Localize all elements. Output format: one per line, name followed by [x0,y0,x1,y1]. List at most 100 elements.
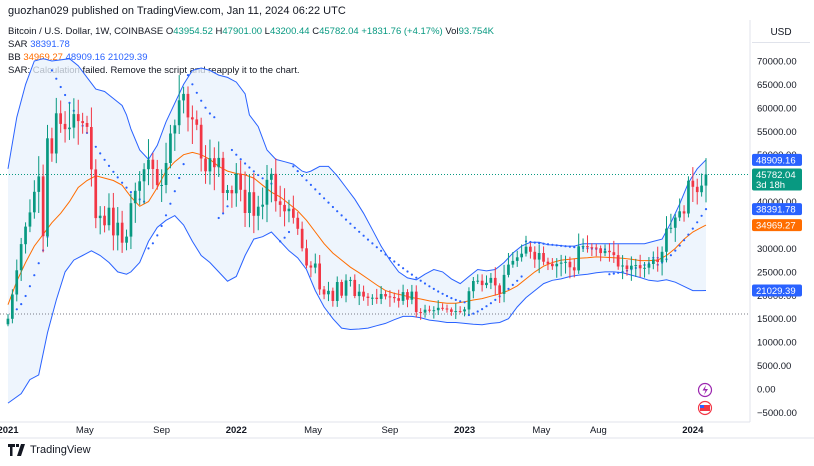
sar-dot [516,279,519,282]
sar-dot [252,170,255,173]
bb-basis-value: 34969.27 [23,52,63,63]
bb-basis-badge[interactable]: 34969.27 [752,219,802,232]
sar-dot [700,214,703,217]
sar-error-message: SAR: Calculation failed. Remove the scri… [8,65,299,77]
sar-dot [489,302,492,305]
y-tick-label: 55000.00 [757,127,797,138]
sar-dot [568,245,572,248]
candle-body [182,93,185,101]
sar-dot [432,287,435,290]
candle-body [120,222,124,243]
y-tick-label: 70000.00 [757,57,797,68]
bb-upper-badge-bg [752,153,802,166]
candle-body [572,267,576,271]
lightning-glyph-icon [702,385,708,395]
candle-body [634,265,638,267]
y-tick-label: 25000.00 [757,267,797,278]
symbol-legend[interactable]: Bitcoin / U.S. Dollar, 1W, COINBASE O439… [8,26,494,38]
candle-body [256,206,260,216]
sar-dot [353,226,356,229]
y-tick-label: 10000.00 [757,338,797,349]
high-value: 47901.00 [222,26,263,37]
bb-lower-badge-bg [752,284,802,297]
candle-body [103,215,106,226]
sar-dot [287,230,291,234]
candle-body [498,285,501,294]
candle-body [480,280,484,286]
brand-label: TradingView [30,444,91,456]
sar-dot [344,218,348,221]
sar-dot [28,285,31,288]
sar-dot [160,224,163,228]
candle-body [283,204,286,212]
sar-dot [261,177,264,180]
currency-label[interactable]: USD [752,22,810,43]
sar-badge-text: 38391.78 [756,205,796,216]
sar-dot [406,270,409,273]
candle-body [230,190,234,194]
tradingview-footer[interactable]: TradingView [8,444,91,456]
sar-dot [388,256,391,260]
sar-dot [235,153,238,156]
sar-dot [507,287,510,290]
sar-legend[interactable]: SAR 38391.78 [8,39,70,51]
sar-dot [450,297,453,300]
sar-dot [463,301,466,304]
flag-canton-icon [700,405,704,408]
x-tick-label: Aug [590,425,607,436]
candle-body [546,261,550,264]
sar-dot [410,273,413,276]
candle-body [296,217,300,229]
candle-body [485,282,488,286]
candle-body [90,127,93,170]
bb-upper-badge[interactable]: 48909.16 [752,153,802,167]
candle-body [226,190,229,193]
candle-body [265,179,269,205]
candle-body [160,185,163,186]
candle-body [357,291,361,297]
candle-body [603,250,607,254]
sar-dot [696,221,699,224]
candle-body [621,265,624,267]
x-tick-label: May [304,425,322,436]
candle-body [590,247,594,249]
sar-dot [612,272,615,275]
candle-body [493,277,497,286]
y-tick-label: 60000.00 [757,103,797,114]
sar-dot [99,152,102,155]
sar-dot [551,243,554,246]
sar-dot [156,234,159,237]
candle-body [564,261,567,263]
bb-lower-badge[interactable]: 21029.39 [752,284,802,297]
candle-body [46,138,49,237]
volume-label: Vol [445,26,459,37]
candle-body [349,279,352,281]
candle-body [195,119,199,125]
sar-dot [437,290,440,293]
bb-legend[interactable]: BB 34969.27 48909.16 21029.39 [8,52,147,64]
sar-dot [248,166,251,169]
candle-body [94,169,98,219]
candle-body [305,248,308,266]
sar-dot [683,239,686,242]
candle-body [472,281,475,292]
sar-dot [15,308,18,311]
candle-body [24,226,27,245]
sar-dot [244,162,247,165]
tradingview-logo-icon [8,444,25,456]
sar-dot [230,148,233,152]
candle-body [204,158,207,172]
candle-body [19,244,23,271]
sar-dot [103,158,106,161]
candle-body [669,227,673,229]
sar-badge[interactable]: 38391.78 [752,203,802,216]
sar-dot [674,249,677,252]
sar-dot [279,240,282,243]
sar-dot [257,173,260,177]
sar-dot [494,298,497,301]
candle-body [142,169,146,182]
sar-dot [415,276,418,279]
candle-body [581,246,585,248]
